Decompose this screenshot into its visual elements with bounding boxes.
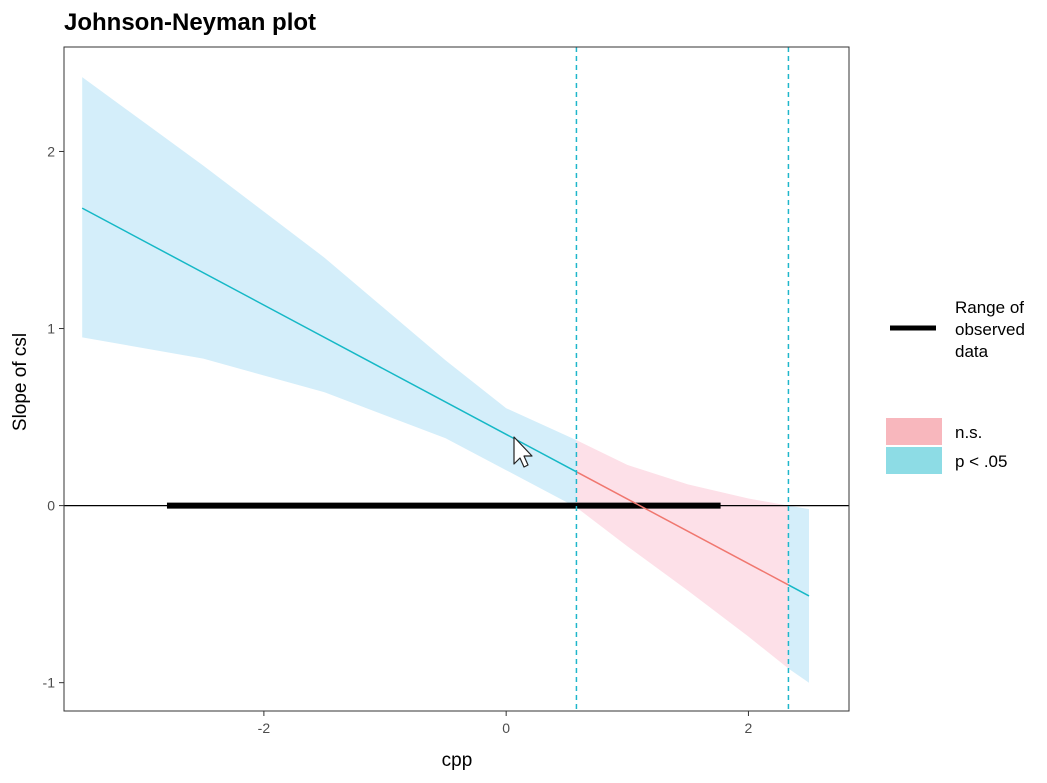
johnson-neyman-bounds [575, 47, 790, 711]
x-tick-label: -2 [258, 720, 271, 736]
confidence-band-3 [788, 505, 809, 683]
slope-line-segment-2 [576, 471, 789, 586]
panel-border [63, 46, 850, 712]
legend-key-2 [886, 447, 942, 474]
slope-line-segment-1 [81, 207, 577, 473]
x-axis-title: cpp [442, 750, 473, 771]
legend-significance-keys: n.s. p < .05 [886, 418, 1007, 474]
y-axis-title: Slope of csl [10, 333, 31, 431]
chart-title: Johnson-Neyman plot [64, 9, 316, 36]
legend: Range of observed data n.s. p < .05 [886, 298, 1025, 474]
legend-range-label-line-3: data [955, 342, 989, 361]
x-tick-label: 2 [745, 720, 753, 736]
mouse-cursor-icon [513, 436, 533, 468]
plot-panel [63, 46, 850, 712]
legend-key-1 [886, 418, 942, 445]
x-tick-label: 0 [502, 720, 510, 736]
legend-range-label-line-2: observed [955, 320, 1025, 339]
y-tick-label: -1 [43, 675, 56, 691]
confidence-band-1 [82, 77, 577, 508]
x-axis: -2 0 2 [258, 711, 753, 736]
y-tick-label: 0 [47, 498, 55, 514]
legend-label-1: n.s. [955, 423, 982, 442]
confidence-band-2 [576, 440, 789, 669]
y-tick-label: 2 [47, 143, 55, 159]
y-tick-label: 1 [47, 321, 55, 337]
slope-line-segment-3 [788, 584, 810, 597]
y-axis: -1 0 1 2 [43, 143, 64, 691]
legend-range-label-line-1: Range of [955, 298, 1024, 317]
legend-label-2: p < .05 [955, 452, 1007, 471]
slope-lines [81, 207, 810, 597]
confidence-bands [82, 77, 809, 683]
